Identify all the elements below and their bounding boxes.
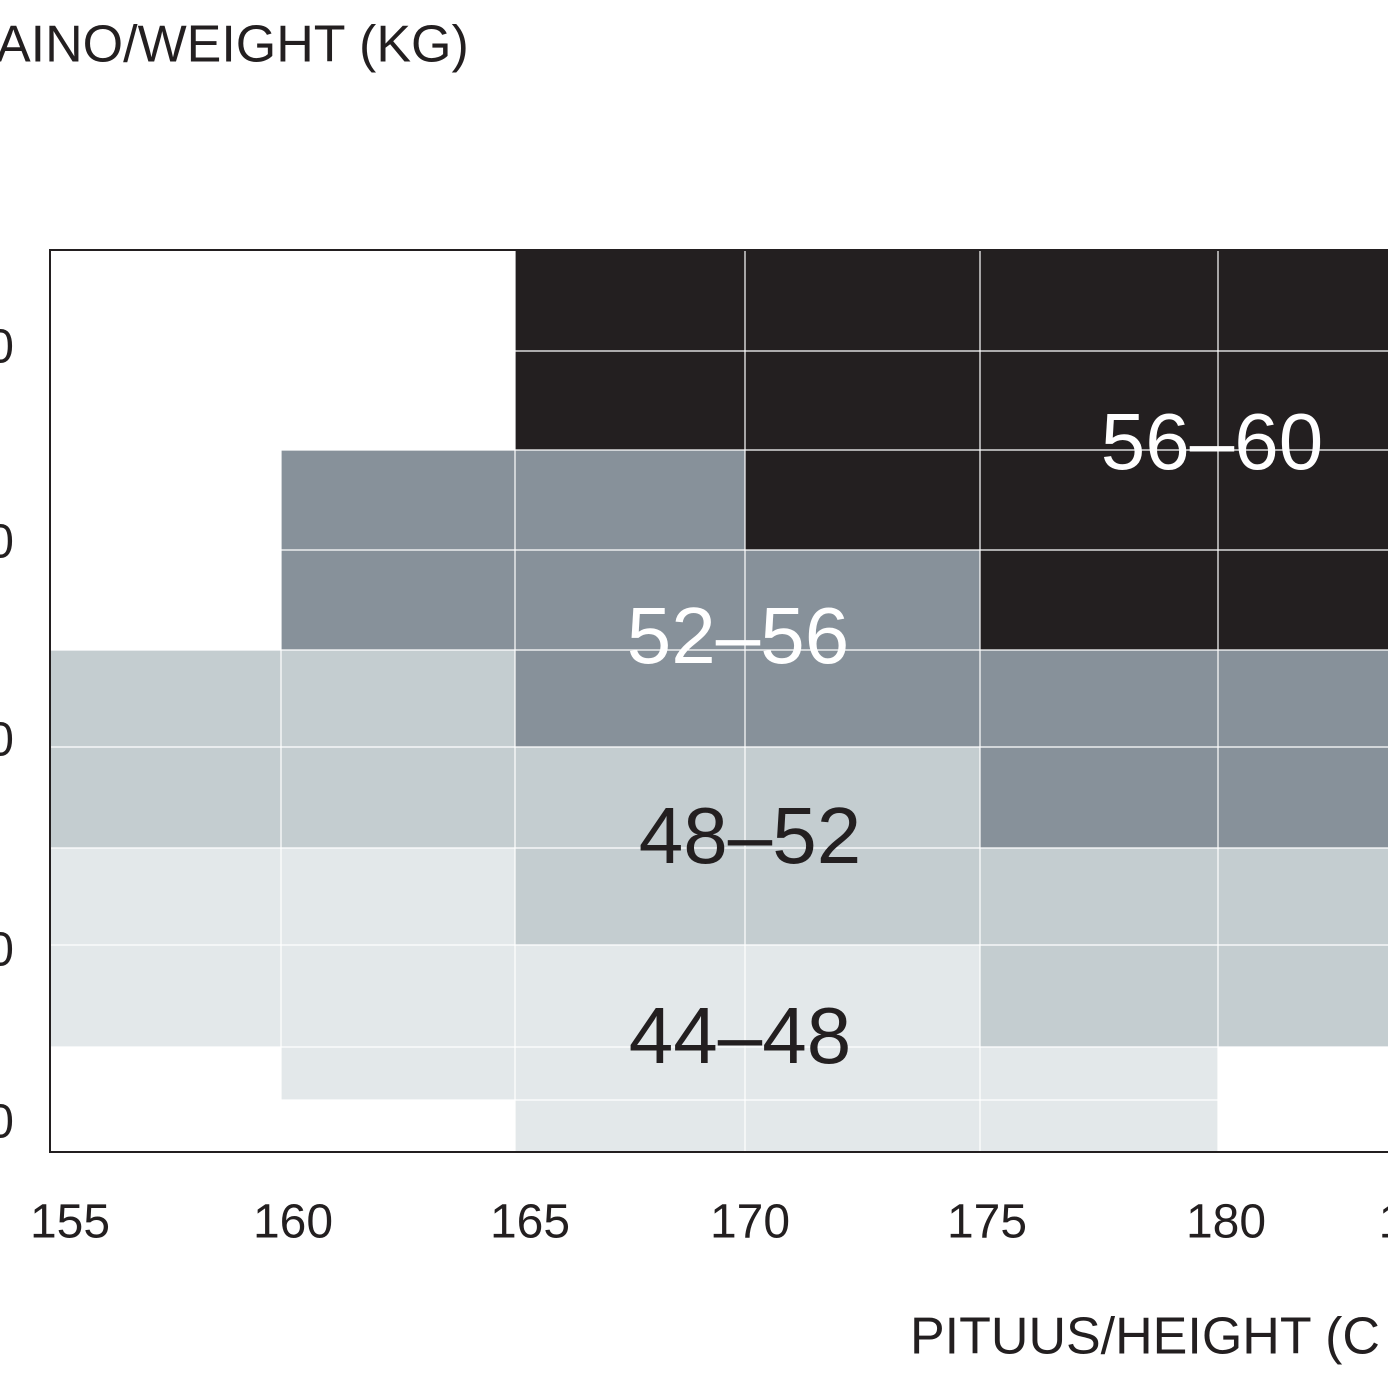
x-tick-label: 165 (490, 1196, 570, 1249)
size-region (50, 848, 1218, 1152)
y-tick-label: 0 (0, 321, 14, 374)
plot-frame (49, 249, 1388, 1153)
y-axis-title: AINO/WEIGHT (KG) (0, 16, 469, 74)
y-tick-label: 0 (0, 714, 14, 767)
x-tick-label: 180 (1186, 1196, 1266, 1249)
x-tick-label: 1 (1379, 1196, 1388, 1249)
x-axis-title: PITUUS/HEIGHT (C (910, 1308, 1380, 1366)
y-tick-label: 0 (0, 516, 14, 569)
size-label: 52–56 (627, 591, 849, 680)
x-tick-label: 175 (947, 1196, 1027, 1249)
size-label: 48–52 (639, 791, 861, 880)
size-label: 44–48 (629, 991, 851, 1080)
y-tick-label: 0 (0, 924, 14, 977)
x-tick-label: 170 (710, 1196, 790, 1249)
y-tick-label: 0 (0, 1096, 14, 1149)
size-label: 56–60 (1101, 397, 1323, 486)
x-tick-label: 160 (253, 1196, 333, 1249)
x-tick-label: 155 (30, 1196, 110, 1249)
